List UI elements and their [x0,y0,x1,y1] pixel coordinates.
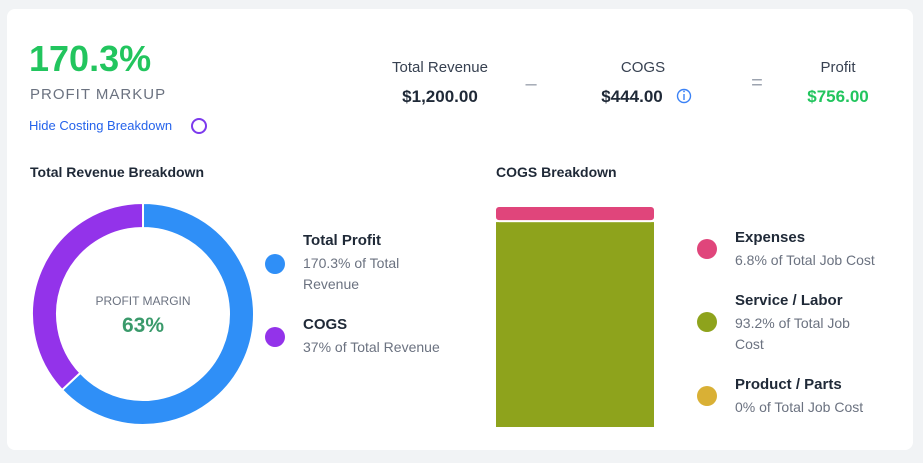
legend-label: Expenses [735,229,806,246]
equals: = [751,72,763,94]
eq-label: Profit [820,59,856,76]
toggle-link[interactable]: Hide Costing Breakdown [29,118,173,133]
legend-dot [265,254,285,274]
markup-label: PROFIT MARKUP [30,86,167,103]
chart-title: COGS Breakdown [496,164,617,180]
eq-value: $756.00 [807,87,869,106]
legend-dot [265,327,285,347]
legend-dot [697,386,717,406]
legend-dot [697,312,717,332]
minus: – [525,73,537,95]
info-icon-dot [683,90,685,93]
legend-description: 6.8% of Total Job Cost [735,252,875,268]
legend-label: COGS [303,316,348,333]
markup-value: 170.3% [29,38,152,79]
legend-description: 37% of Total Revenue [303,339,440,355]
center-value: 63% [121,314,165,337]
eq-label: Total Revenue [392,59,488,76]
info-icon[interactable] [676,88,692,104]
legend-label: Product / Parts [735,376,842,393]
legend-label: Total Profit [303,232,382,249]
legend-label: Service / Labor [735,292,843,309]
donut-slice [31,201,144,392]
chart-title: Total Revenue Breakdown [30,164,205,180]
eq-label: COGS [620,59,666,76]
donut-slice [60,201,255,426]
legend-description: 0% of Total Job Cost [735,399,864,415]
toggle-icon[interactable] [191,118,207,134]
legend-description: 170.3% of Total Revenue [303,255,400,292]
legend-dot [697,239,717,259]
bar-segment [494,220,656,429]
center-label: PROFIT MARGIN [95,294,191,308]
legend-description: 93.2% of Total Job Cost [735,315,850,352]
eq-value: $444.00 [601,87,663,106]
eq-value: $1,200.00 [402,87,478,106]
bar-segment [494,205,656,223]
